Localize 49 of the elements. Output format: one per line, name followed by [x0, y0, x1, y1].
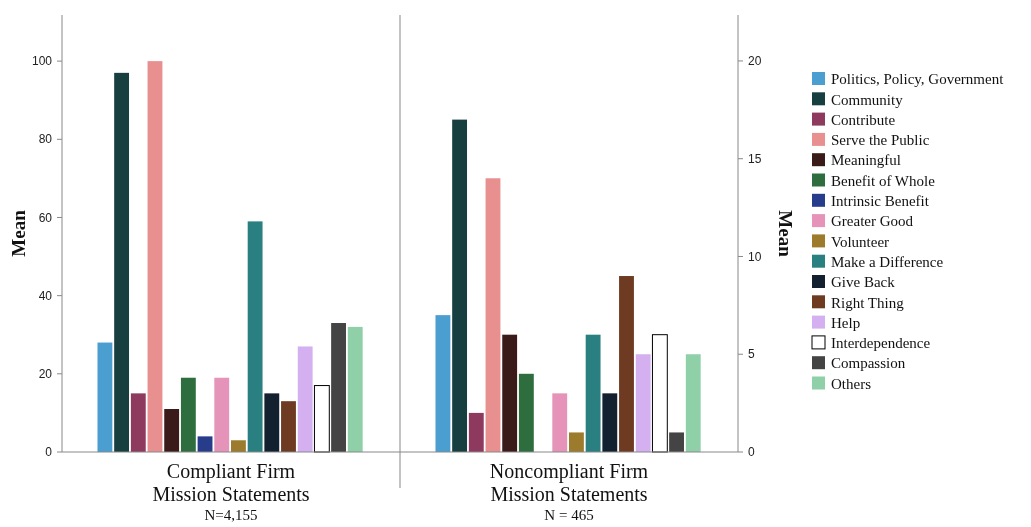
- y2-tick-label: 20: [748, 54, 762, 69]
- bar: [231, 440, 246, 452]
- y-axis-title: Mean: [8, 209, 29, 257]
- bar: [164, 409, 180, 452]
- legend-label: Contribute: [831, 111, 896, 128]
- legend-label: Community: [831, 91, 904, 108]
- bar: [197, 436, 213, 452]
- bar: [247, 221, 263, 452]
- y2-tick-label: 15: [748, 151, 762, 166]
- legend-label: Serve the Public: [831, 132, 930, 149]
- legend-label: Meaningful: [831, 152, 901, 169]
- bar: [297, 346, 313, 452]
- bar: [114, 72, 130, 452]
- legend-label: Greater Good: [831, 213, 914, 230]
- legend-label: Intrinsic Benefit: [831, 193, 930, 210]
- y2-tick-label: 5: [748, 347, 755, 362]
- y-tick-label: 100: [31, 54, 53, 69]
- legend-label: Others: [831, 375, 872, 392]
- bar: [214, 377, 230, 452]
- y-tick-label: 20: [38, 367, 53, 382]
- text: N = 465: [544, 507, 594, 523]
- bar: [281, 401, 296, 452]
- legend-label: Politics, Policy, Government: [831, 71, 1005, 88]
- legend-label: Make a Difference: [831, 253, 944, 270]
- legend-label: Give Back: [831, 274, 896, 291]
- legend-label: Interdependence: [831, 335, 931, 352]
- legend-label: Volunteer: [831, 233, 890, 250]
- legend-label: Right Thing: [831, 294, 905, 311]
- bar: [147, 61, 163, 452]
- bar: [347, 326, 363, 452]
- y2-tick-label: 10: [748, 249, 762, 264]
- y-tick-label: 40: [38, 288, 53, 303]
- bar: [130, 393, 146, 452]
- y2-axis-title: Mean: [775, 210, 796, 258]
- text: N=4,155: [204, 507, 258, 523]
- y2-tick-label: 0: [748, 445, 755, 460]
- bar: [97, 342, 113, 452]
- x-tick-label: Noncompliant Firm Mission Statements: [489, 460, 649, 505]
- y-tick-label: 80: [38, 132, 53, 147]
- bar: [313, 385, 330, 453]
- x-tick-label: Compliant Firm Mission Statements: [152, 460, 310, 505]
- legend-label: Benefit of Whole: [831, 172, 936, 189]
- y-tick-label: 60: [38, 210, 53, 225]
- bar: [331, 323, 346, 452]
- bar: [180, 377, 196, 452]
- bar: [264, 393, 280, 452]
- y-tick-label: 0: [45, 445, 53, 460]
- legend-label: Compassion: [831, 355, 906, 372]
- legend-label: Help: [831, 314, 861, 331]
